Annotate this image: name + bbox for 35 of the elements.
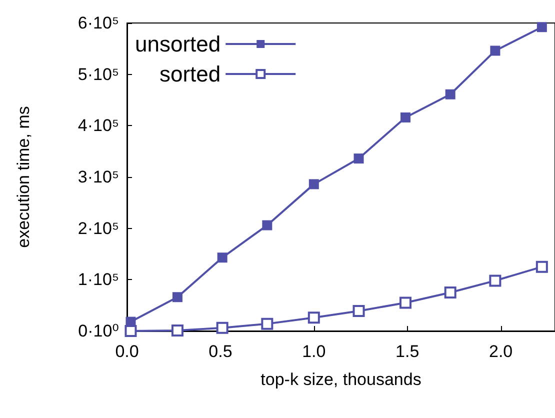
point [352, 304, 365, 317]
x-tick-label: 1.0 [302, 342, 326, 361]
legend-label: sorted [159, 62, 221, 86]
point [308, 312, 320, 324]
point [400, 112, 410, 122]
point [444, 286, 456, 298]
x-axis-title: top-k size, thousands [260, 370, 422, 389]
legend-label: unsorted [134, 32, 221, 56]
point [216, 322, 228, 334]
point [261, 318, 274, 330]
y-tick-label: 3·10⁵ [78, 168, 119, 186]
point [490, 46, 500, 56]
y-tick-label: 0·10⁰ [78, 322, 120, 340]
y-axis-title: execution time, ms [14, 106, 33, 248]
y-tick-label: 1·10⁵ [78, 270, 119, 290]
point [308, 179, 319, 190]
point [536, 260, 548, 273]
point [536, 22, 547, 32]
y-tick-label: 4·10⁵ [78, 116, 119, 136]
point [124, 325, 137, 337]
x-tick-label: 0.0 [115, 342, 139, 361]
x-tick-label: 2.0 [488, 342, 513, 361]
y-tick-label: 6·10⁵ [78, 14, 119, 32]
point [217, 252, 228, 263]
point [489, 274, 502, 287]
y-tick-label: 5·10⁵ [78, 64, 119, 84]
point [171, 324, 184, 336]
y-tick-label: 2·10⁵ [78, 218, 119, 238]
x-tick-label: 0.5 [208, 342, 232, 361]
point [172, 292, 182, 302]
point [354, 154, 364, 164]
point [445, 89, 456, 100]
point [262, 220, 272, 230]
point [399, 296, 412, 309]
x-tick-label: 1.5 [396, 342, 420, 361]
